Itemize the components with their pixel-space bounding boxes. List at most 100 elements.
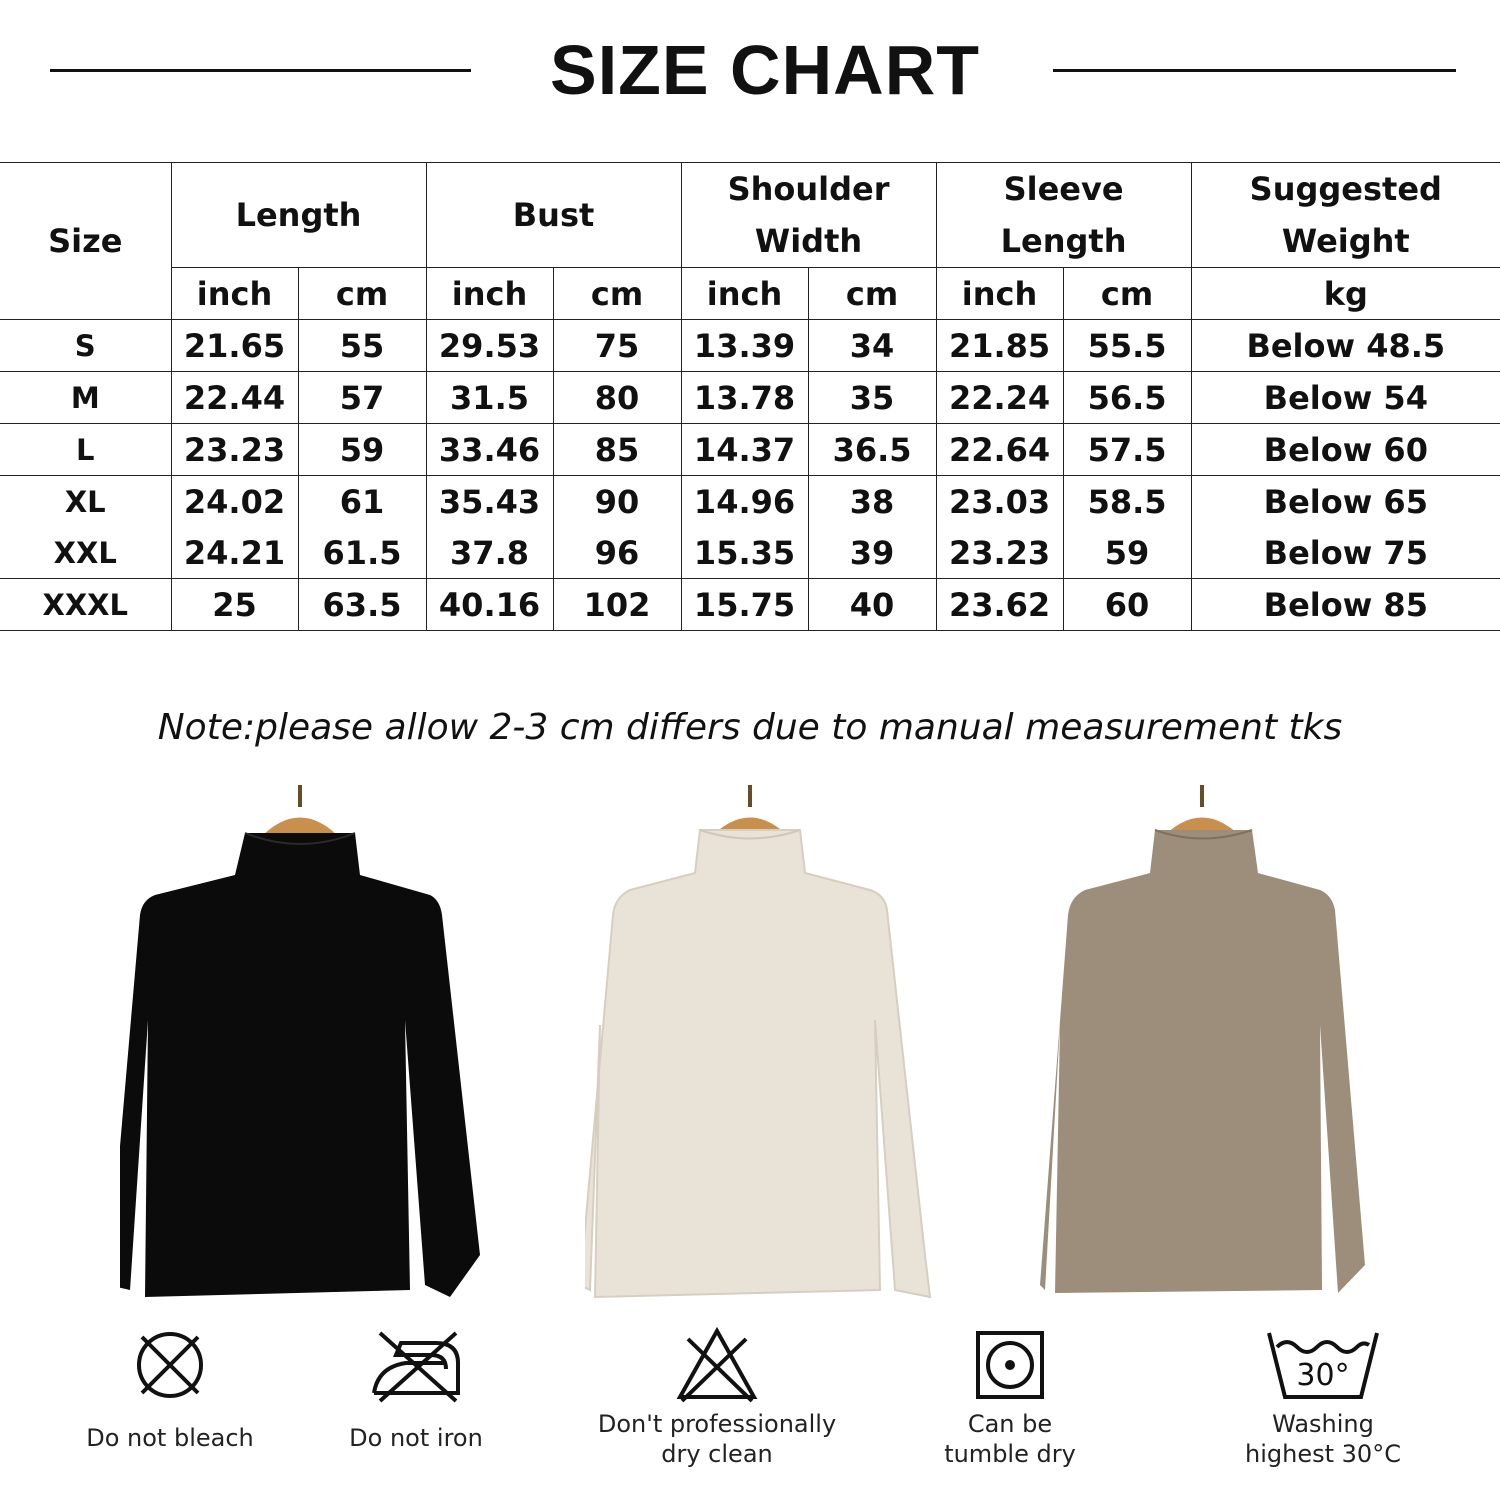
table-cell: 75 bbox=[552, 319, 682, 372]
unit-cell: cm bbox=[1062, 267, 1192, 320]
unit-cell: cm bbox=[552, 267, 682, 320]
table-cell: 22.64 bbox=[935, 423, 1064, 476]
table-cell: 24.02 bbox=[170, 475, 299, 527]
table-cell: 35.43 bbox=[425, 475, 554, 527]
table-cell: 21.65 bbox=[170, 319, 299, 372]
table-cell: 23.23 bbox=[935, 527, 1064, 579]
table-cell: 57 bbox=[297, 371, 427, 424]
cream-turtleneck-image bbox=[585, 785, 965, 1305]
table-cell: 24.21 bbox=[170, 527, 299, 579]
measurement-note: Note:please allow 2-3 cm differs due to … bbox=[157, 707, 1343, 748]
table-row: XXXL 25 63.5 40.16 102 15.75 40 23.62 60… bbox=[0, 578, 1500, 631]
care-tumble-dry: Can be tumble dry bbox=[880, 1325, 1140, 1469]
table-cell: 57.5 bbox=[1062, 423, 1192, 476]
table-cell: 61.5 bbox=[297, 527, 427, 579]
table-cell: 40.16 bbox=[425, 578, 554, 631]
size-cell: XXL bbox=[0, 527, 172, 579]
weight-cell: Below 85 bbox=[1190, 578, 1500, 631]
black-turtleneck-svg bbox=[120, 785, 480, 1297]
washing-30-icon: 30° bbox=[1267, 1332, 1379, 1399]
table-cell: 59 bbox=[1062, 527, 1192, 579]
do-not-iron-icon bbox=[372, 1331, 460, 1403]
table-cell: 55 bbox=[297, 319, 427, 372]
table-cell: 85 bbox=[552, 423, 682, 476]
title-rule-left bbox=[50, 69, 471, 72]
table-cell: 15.75 bbox=[680, 578, 809, 631]
table-row: M 22.44 57 31.5 80 13.78 35 22.24 56.5 B… bbox=[0, 371, 1500, 424]
table-header-row: Size Length Bust Shoulder Width Sleeve L… bbox=[0, 162, 1500, 320]
table-cell: 39 bbox=[807, 527, 937, 579]
care-label: Don't professionally dry clean bbox=[597, 1410, 837, 1468]
unit-cell: inch bbox=[171, 267, 299, 320]
table-cell: 31.5 bbox=[425, 371, 554, 424]
table-cell: 63.5 bbox=[297, 578, 427, 631]
table-cell: 23.03 bbox=[935, 475, 1064, 527]
table-cell: 15.35 bbox=[680, 527, 809, 579]
care-washing-30: 30° Washing highest 30°C bbox=[1193, 1325, 1453, 1469]
header-bust: Bust bbox=[425, 162, 682, 268]
table-cell: 13.78 bbox=[680, 371, 809, 424]
table-cell: 22.44 bbox=[170, 371, 299, 424]
do-not-bleach-icon bbox=[137, 1332, 203, 1398]
care-label: Do not iron bbox=[349, 1424, 483, 1452]
table-cell: 55.5 bbox=[1062, 319, 1192, 372]
table-cell: 25 bbox=[170, 578, 299, 631]
table-cell: 21.85 bbox=[935, 319, 1064, 372]
weight-cell: Below 75 bbox=[1190, 527, 1500, 579]
tumble-dry-icon bbox=[976, 1331, 1044, 1399]
table-cell: 56.5 bbox=[1062, 371, 1192, 424]
table-cell: 90 bbox=[552, 475, 682, 527]
care-do-not-bleach: Do not bleach bbox=[40, 1325, 300, 1453]
header-size: Size bbox=[0, 162, 172, 320]
header-shoulder-width: Shoulder Width bbox=[680, 162, 937, 268]
unit-cell: cm bbox=[807, 267, 937, 320]
unit-cell: kg bbox=[1190, 267, 1500, 320]
table-cell: 29.53 bbox=[425, 319, 554, 372]
title-bar: SIZE CHART bbox=[0, 28, 1500, 118]
care-label: Do not bleach bbox=[86, 1424, 254, 1452]
care-label: Can be tumble dry bbox=[944, 1410, 1076, 1468]
table-cell: 60 bbox=[1062, 578, 1192, 631]
unit-cell: inch bbox=[425, 267, 554, 320]
unit-cell: inch bbox=[680, 267, 809, 320]
table-cell: 34 bbox=[807, 319, 937, 372]
size-cell: XXXL bbox=[0, 578, 172, 631]
table-cell: 96 bbox=[552, 527, 682, 579]
header-sleeve-length: Sleeve Length bbox=[935, 162, 1192, 268]
taupe-turtleneck-image bbox=[1030, 785, 1410, 1305]
weight-cell: Below 48.5 bbox=[1190, 319, 1500, 372]
table-cell: 33.46 bbox=[425, 423, 554, 476]
do-not-dry-clean-icon bbox=[676, 1326, 758, 1403]
table-cell: 13.39 bbox=[680, 319, 809, 372]
weight-cell: Below 65 bbox=[1190, 475, 1500, 527]
page-title: SIZE CHART bbox=[550, 31, 980, 109]
table-cell: 14.37 bbox=[680, 423, 809, 476]
weight-cell: Below 60 bbox=[1190, 423, 1500, 476]
size-cell: S bbox=[0, 319, 172, 372]
table-cell: 102 bbox=[552, 578, 682, 631]
table-cell: 58.5 bbox=[1062, 475, 1192, 527]
table-cell: 22.24 bbox=[935, 371, 1064, 424]
size-cell: M bbox=[0, 371, 172, 424]
header-length: Length bbox=[170, 162, 427, 268]
size-cell: XL bbox=[0, 475, 172, 527]
size-cell: L bbox=[0, 423, 172, 476]
unit-cell: cm bbox=[297, 267, 427, 320]
size-table: Size Length Bust Shoulder Width Sleeve L… bbox=[0, 162, 1500, 631]
care-do-not-iron: Do not iron bbox=[286, 1325, 546, 1453]
table-cell: 40 bbox=[807, 578, 937, 631]
care-do-not-dry-clean: Don't professionally dry clean bbox=[587, 1325, 847, 1469]
table-row: S 21.65 55 29.53 75 13.39 34 21.85 55.5 … bbox=[0, 319, 1500, 372]
table-cell: 37.8 bbox=[425, 527, 554, 579]
black-turtleneck-image bbox=[120, 785, 500, 1305]
title-rule-right bbox=[1053, 69, 1456, 72]
table-row: XXL 24.21 61.5 37.8 96 15.35 39 23.23 59… bbox=[0, 527, 1500, 579]
table-cell: 14.96 bbox=[680, 475, 809, 527]
temperature-label: 30° bbox=[1296, 1358, 1349, 1393]
table-cell: 80 bbox=[552, 371, 682, 424]
table-row: L 23.23 59 33.46 85 14.37 36.5 22.64 57.… bbox=[0, 423, 1500, 476]
table-cell: 35 bbox=[807, 371, 937, 424]
table-cell: 23.62 bbox=[935, 578, 1064, 631]
care-label: Washing highest 30°C bbox=[1245, 1410, 1401, 1468]
table-cell: 38 bbox=[807, 475, 937, 527]
